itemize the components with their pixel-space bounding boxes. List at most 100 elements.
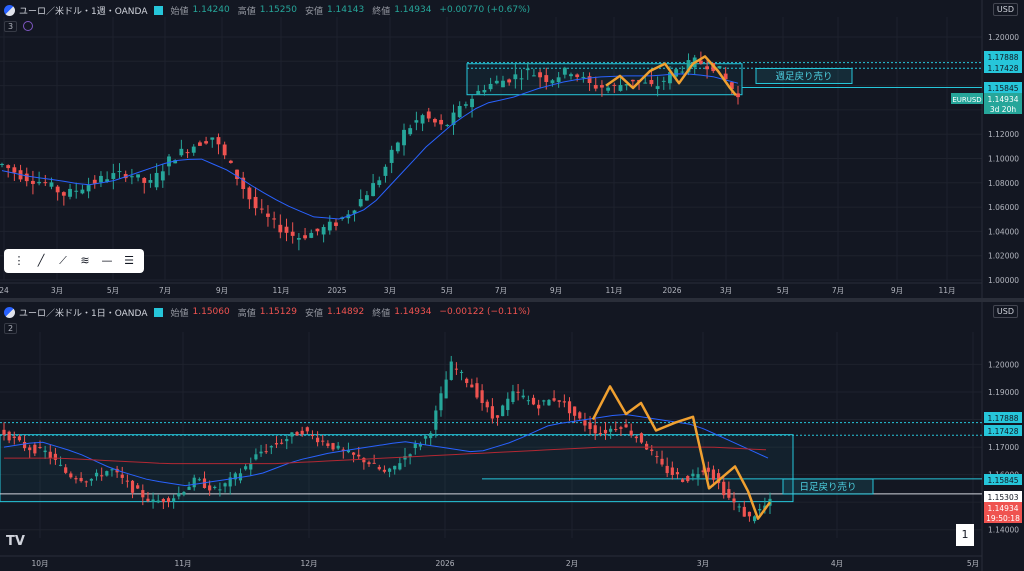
candle-body xyxy=(74,478,78,480)
candle-body xyxy=(272,218,277,220)
candle-body xyxy=(125,480,129,482)
candle-body xyxy=(105,179,110,182)
candle-body xyxy=(310,434,315,436)
candle-body xyxy=(146,498,150,502)
elliott-wave-line xyxy=(591,385,772,520)
price-tag-bg xyxy=(984,425,1022,436)
candle-body xyxy=(747,511,752,517)
candle-body xyxy=(603,429,608,434)
candle-body xyxy=(444,379,448,399)
x-tick-label: 3月 xyxy=(51,286,63,295)
annotation-box xyxy=(782,478,874,495)
indicator-count-button[interactable]: 3 xyxy=(4,20,18,32)
open-label: 始値 xyxy=(170,6,189,17)
candle-body xyxy=(89,478,93,481)
open-label: 始値 xyxy=(170,308,189,319)
currency-button[interactable]: USD xyxy=(992,3,1018,16)
x-tick-label: 3月 xyxy=(384,286,396,295)
candle-body xyxy=(37,181,42,184)
weekly-chart-canvas[interactable]: 1.200001.180001.160001.140001.120001.100… xyxy=(0,0,1024,298)
weekly-chart-pane[interactable]: 1.200001.180001.160001.140001.120001.100… xyxy=(0,0,1024,298)
y-tick-label: 1.00000 xyxy=(988,276,1019,285)
candle-body xyxy=(161,499,165,503)
daily-chart-pane[interactable]: 1.200001.190001.180001.170001.160001.150… xyxy=(0,302,1024,571)
candle-body xyxy=(173,160,178,164)
pane-divider[interactable] xyxy=(0,298,1024,302)
candle-body xyxy=(454,368,458,370)
tradingview-logo[interactable]: TV xyxy=(6,534,25,549)
x-tick-label: 2026 xyxy=(662,286,681,295)
candle-body xyxy=(609,428,613,432)
candle-body xyxy=(439,119,444,125)
candle-body xyxy=(233,473,237,480)
candle-body xyxy=(357,454,361,457)
candle-body xyxy=(216,137,221,145)
candle-body xyxy=(650,449,654,452)
candle-body xyxy=(315,228,320,232)
candle-body xyxy=(331,443,335,450)
menu-icon[interactable]: ☰ xyxy=(124,254,134,267)
candle-body xyxy=(167,156,171,167)
x-tick-label: 3月 xyxy=(720,286,732,295)
daily-chart-canvas[interactable]: 1.200001.190001.180001.170001.160001.150… xyxy=(0,302,1024,571)
candle-body xyxy=(706,467,710,472)
candle-body xyxy=(12,167,17,173)
candle-body xyxy=(575,74,580,78)
candle-body xyxy=(238,473,243,481)
indicator-count-button[interactable]: 2 xyxy=(4,322,18,334)
candle-body xyxy=(634,436,638,439)
candle-body xyxy=(117,171,122,173)
fib-icon[interactable]: ≋ xyxy=(80,254,90,267)
drag-handle-icon[interactable]: ⋮ xyxy=(13,254,25,267)
candle-body xyxy=(737,506,741,508)
candle-body xyxy=(17,436,22,441)
change-value: +0.00770 (+0.67%) xyxy=(439,5,531,15)
candle-body xyxy=(420,115,425,124)
symbol-title[interactable]: ユーロ／米ドル・1週・OANDA xyxy=(19,6,148,17)
candle-body xyxy=(367,462,371,465)
candle-body xyxy=(661,80,666,82)
candle-body xyxy=(351,452,356,455)
candle-body xyxy=(290,432,294,437)
y-tick-label: 1.10000 xyxy=(988,155,1019,164)
y-tick-label: 1.20000 xyxy=(988,33,1019,42)
indicator-icon[interactable] xyxy=(23,21,34,31)
candle-body xyxy=(705,66,709,70)
candle-body xyxy=(156,500,160,503)
candle-body xyxy=(482,90,487,93)
candle-body xyxy=(61,192,66,196)
candle-body xyxy=(74,190,79,192)
candle-body xyxy=(593,85,598,89)
candle-body xyxy=(624,424,628,428)
candle-body xyxy=(516,391,520,393)
candle-body xyxy=(123,174,128,179)
candle-body xyxy=(383,166,388,176)
candle-body xyxy=(696,474,700,478)
candle-body xyxy=(742,506,746,517)
symbol-title[interactable]: ユーロ／米ドル・1日・OANDA xyxy=(19,308,148,319)
x-tick-label: 5月 xyxy=(441,286,453,295)
candle-body xyxy=(408,454,412,457)
candle-body xyxy=(630,79,635,82)
high-label: 高値 xyxy=(237,308,256,319)
currency-button[interactable]: USD xyxy=(992,305,1018,318)
price-tag-bg xyxy=(984,103,1022,114)
x-tick-label: 5月 xyxy=(107,286,119,295)
candle-body xyxy=(177,492,181,497)
close-value: 1.14934 xyxy=(394,307,432,317)
candle-body xyxy=(377,180,382,185)
candle-body xyxy=(511,391,515,402)
candle-body xyxy=(336,445,340,449)
candle-body xyxy=(612,84,617,86)
candle-body xyxy=(569,74,573,77)
x-tick-label: 11月 xyxy=(272,286,289,295)
candle-body xyxy=(86,185,91,192)
weekly-legend: ユーロ／米ドル・1週・OANDA 始値 1.14240 高値 1.15250 安値 1… xyxy=(4,3,530,17)
path-icon[interactable]: ⟋ xyxy=(59,254,67,267)
hline-icon[interactable]: — xyxy=(101,254,113,267)
candle-body xyxy=(244,466,248,470)
price-tag-label: 1.15845 xyxy=(987,476,1018,485)
y-tick-label: 1.17000 xyxy=(988,443,1019,452)
trendline-icon[interactable]: ╱ xyxy=(37,254,45,267)
candle-body xyxy=(249,463,253,470)
